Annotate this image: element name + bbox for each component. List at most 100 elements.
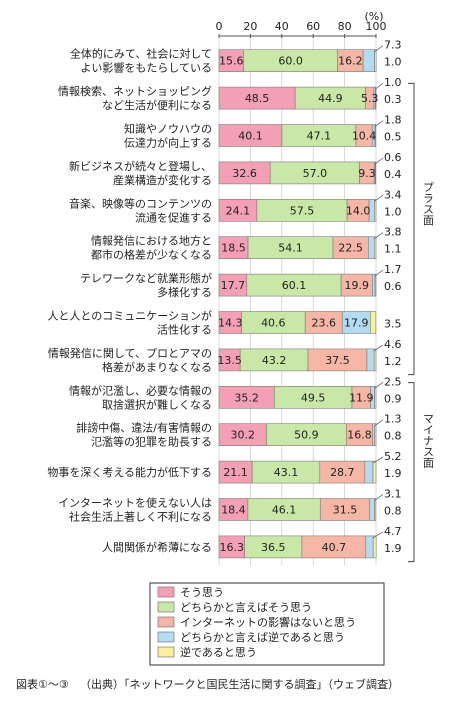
- x-tick-label: 20: [243, 20, 257, 33]
- bar-value-label: 23.6: [311, 317, 336, 330]
- bar-value-label: 0.5: [384, 131, 402, 144]
- bar-value-label: 22.5: [338, 242, 363, 255]
- legend-entry: そう思う: [180, 586, 224, 599]
- bar-value-label: 4.6: [384, 338, 402, 351]
- bar-value-label: 16.2: [338, 55, 363, 68]
- category-label: 情報発信に関して、プロとアマの: [48, 346, 212, 360]
- bar-value-label: 3.4: [384, 188, 402, 201]
- category-label: 多様化する: [157, 285, 212, 299]
- legend-swatch: [157, 586, 175, 598]
- leader-line: [374, 45, 384, 52]
- source-note: （出典）「ネットワークと国民生活に関する調査」（ウェブ調査）: [80, 677, 399, 691]
- category-label: 流通を促進する: [135, 210, 212, 224]
- legend: そう思うどちらかと言えばそう思うインターネットの影響はないと思うどちらかと言えば…: [149, 582, 385, 666]
- bar-value-label: 3.5: [384, 318, 402, 331]
- leader-line: [374, 419, 384, 426]
- bar-value-label: 47.1: [307, 130, 332, 143]
- category-label: 情報検索、ネットショッピング: [58, 84, 212, 98]
- bar-value-label: 0.6: [384, 151, 402, 164]
- bar-value-label: 0.3: [384, 93, 402, 106]
- leader-line: [374, 232, 384, 239]
- figure-number: 図表①〜③: [16, 677, 69, 691]
- bar-value-label: 0.8: [384, 430, 402, 443]
- bar-segment: [362, 49, 375, 73]
- bar-segment: [374, 273, 377, 297]
- leader-line: [374, 120, 384, 127]
- bar-value-label: 17.7: [221, 279, 246, 292]
- category-label: 活性化する: [157, 323, 212, 337]
- bar-segment: [374, 161, 377, 185]
- leader-line: [373, 344, 384, 352]
- bar-value-label: 0.4: [384, 168, 402, 181]
- group-bracket: [408, 382, 415, 563]
- bar-value-label: 1.1: [384, 243, 402, 256]
- x-tick-label: 60: [306, 20, 320, 33]
- bar-value-label: 18.5: [221, 242, 246, 255]
- bar-value-label: 17.9: [344, 317, 369, 330]
- bar-value-label: 46.1: [272, 504, 297, 517]
- leader-line: [372, 531, 384, 539]
- bar-value-label: 24.1: [226, 204, 251, 217]
- leader-line: [372, 456, 384, 464]
- bar-value-label: 1.9: [384, 467, 402, 480]
- bar-segment: [375, 86, 377, 110]
- category-label: 格差があまりなくなる: [102, 360, 212, 374]
- bar-value-label: 4.7: [384, 525, 402, 538]
- bar-value-label: 1.8: [384, 114, 402, 127]
- bar-value-label: 1.0: [384, 76, 402, 89]
- bar-value-label: 60.0: [278, 55, 303, 68]
- bar-value-label: 36.5: [261, 541, 286, 554]
- bar-value-label: 9.3: [358, 167, 376, 180]
- bar-value-label: 21.1: [223, 466, 248, 479]
- bar-value-label: 44.9: [318, 92, 343, 105]
- bar-segment: [374, 199, 377, 222]
- leader-line: [374, 382, 384, 389]
- bar-value-label: 57.0: [303, 167, 328, 180]
- bar-value-label: 15.6: [219, 55, 244, 68]
- bar-value-label: 40.7: [322, 541, 347, 554]
- bar-value-label: 28.7: [330, 466, 355, 479]
- group-bracket: [408, 82, 415, 376]
- category-label: 産業構造が変化する: [113, 173, 212, 187]
- bar-value-label: 1.2: [384, 355, 402, 368]
- bar-value-label: 37.5: [325, 354, 350, 367]
- leader-line: [374, 494, 384, 501]
- bar-segment: [374, 124, 377, 147]
- bar-value-label: 49.5: [301, 391, 326, 404]
- category-label: インターネットを使えない人は: [58, 497, 212, 510]
- legend-swatch: [157, 631, 175, 643]
- bar-value-label: 13.5: [217, 354, 242, 367]
- bar-value-label: 1.3: [384, 413, 402, 426]
- category-label: 人間関係が希薄になる: [102, 540, 212, 554]
- bar-value-label: 0.6: [384, 280, 402, 293]
- bar-value-label: 32.6: [232, 167, 257, 180]
- group-label: マイナス面: [422, 413, 435, 468]
- category-label: 社会生活上著しく不利になる: [69, 510, 212, 524]
- category-label: 情報が氾濫し、必要な情報の: [69, 383, 212, 397]
- bar-segment: [373, 236, 377, 259]
- bar-value-label: 18.4: [221, 504, 246, 517]
- group-label: プラス面: [422, 181, 435, 225]
- legend-entry: インターネットの影響はないと思う: [180, 615, 356, 629]
- bar-segment: [372, 535, 377, 559]
- leader-line: [375, 82, 384, 90]
- bar-segment: [373, 348, 377, 372]
- category-label: 都市の格差が少なくなる: [91, 248, 212, 262]
- bar-value-label: 16.3: [220, 541, 245, 554]
- bar-value-label: 40.6: [261, 317, 286, 330]
- bar-value-label: 35.2: [234, 391, 259, 404]
- bar-value-label: 43.1: [274, 466, 299, 479]
- axis-unit-label: (%): [364, 10, 383, 23]
- bar-segment: [365, 535, 374, 559]
- category-label: 音楽、映像等のコンテンツの: [69, 196, 212, 210]
- bar-segment: [372, 460, 377, 484]
- legend-entry: どちらかと言えば逆であると思う: [180, 630, 345, 644]
- category-label: 伝達力が向上する: [124, 136, 212, 150]
- bar-segment: [372, 273, 376, 297]
- bar-value-label: 54.1: [278, 242, 303, 255]
- bar-value-label: 5.3: [361, 92, 379, 105]
- legend-box: [149, 582, 385, 666]
- bar-value-label: 43.2: [262, 354, 287, 367]
